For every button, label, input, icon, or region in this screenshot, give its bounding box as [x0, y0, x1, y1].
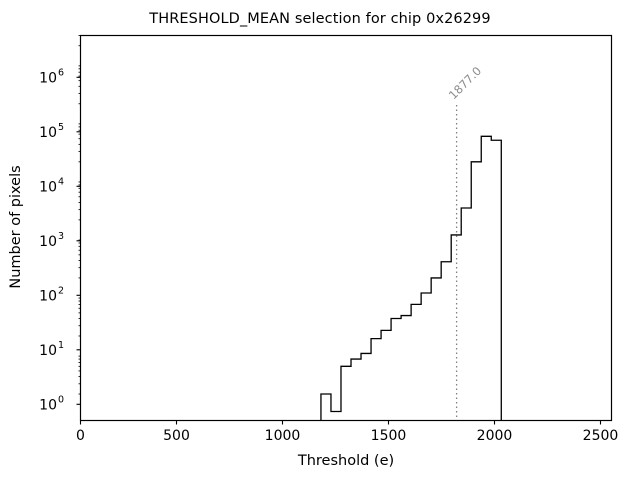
y-tick-exponent-0: 0	[58, 395, 64, 406]
y-tick-label-1e0: 10 0	[39, 395, 64, 414]
y-axis-minor-ticks	[78, 35, 81, 395]
x-tick-label-2000: 2000	[477, 428, 513, 444]
x-tick-label-0: 0	[76, 428, 85, 444]
y-tick-mantissa-2: 10	[39, 289, 57, 305]
y-tick-mantissa-1: 10	[39, 343, 57, 359]
x-tick-label-2500: 2500	[583, 428, 619, 444]
y-tick-exponent-3: 3	[58, 231, 64, 242]
y-tick-label-1e4: 10 4	[39, 177, 64, 196]
axes-frame	[79, 34, 613, 422]
y-tick-exponent-4: 4	[58, 177, 64, 188]
y-axis-major-ticks	[76, 76, 81, 405]
y-tick-exponent-5: 5	[58, 122, 64, 133]
y-tick-mantissa-3: 10	[39, 234, 57, 250]
y-axis-label: Number of pixels	[8, 165, 24, 288]
y-tick-mantissa-0: 10	[39, 398, 57, 414]
x-tick-label-1500: 1500	[371, 428, 407, 444]
y-tick-mantissa-4: 10	[39, 180, 57, 196]
y-tick-label-1e2: 10 2	[39, 286, 64, 305]
threshold-marker-label: 1877.0	[446, 64, 484, 102]
y-tick-mantissa-6: 10	[39, 71, 57, 87]
x-axis-label: Threshold (e)	[297, 453, 394, 469]
y-tick-mantissa-5: 10	[39, 125, 57, 141]
histogram-step-line	[320, 135, 502, 421]
y-tick-exponent-6: 6	[58, 68, 64, 79]
y-tick-label-1e6: 10 6	[39, 68, 64, 87]
y-tick-exponent-2: 2	[58, 286, 64, 297]
y-tick-label-1e1: 10 1	[39, 340, 64, 359]
y-tick-exponent-1: 1	[58, 340, 64, 351]
y-tick-label-1e5: 10 5	[39, 122, 64, 141]
chart-title: THRESHOLD_MEAN selection for chip 0x2629…	[149, 11, 491, 27]
y-tick-label-1e3: 10 3	[39, 231, 64, 250]
x-tick-label-1000: 1000	[265, 428, 301, 444]
x-axis-ticks	[79, 420, 602, 425]
x-tick-label-500: 500	[163, 428, 190, 444]
